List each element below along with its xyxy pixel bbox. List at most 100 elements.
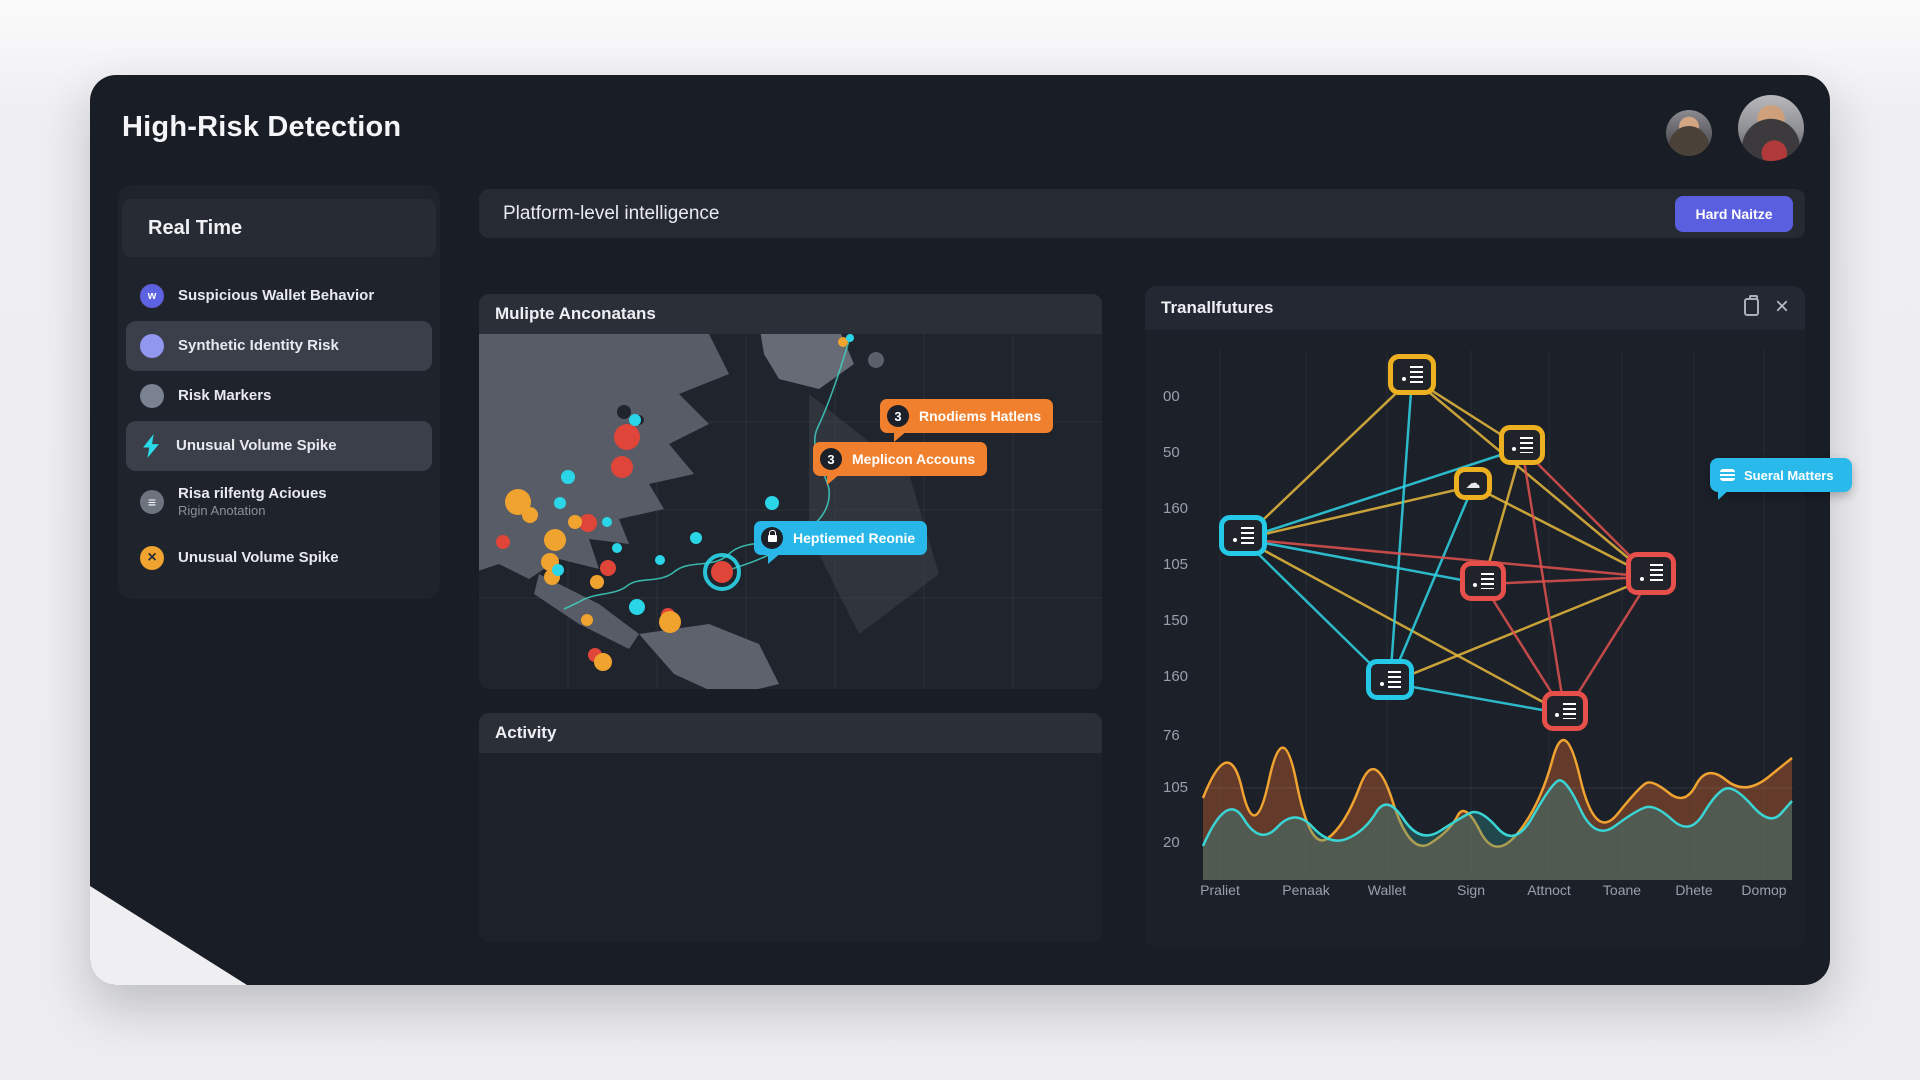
network-node-n6[interactable] [1626, 552, 1676, 595]
map-marker [581, 614, 593, 626]
topbar-title: Platform-level intelligence [503, 202, 720, 224]
network-edge [1472, 484, 1652, 579]
x-axis-label: Sign [1456, 882, 1486, 898]
map-marker [600, 560, 616, 576]
sidebar-item-2[interactable]: Risk Markers [126, 371, 432, 421]
node-lines [1562, 702, 1576, 719]
node-dot [1473, 582, 1478, 587]
y-axis-label: 50 [1163, 444, 1180, 461]
burst-icon: × [140, 546, 164, 570]
x-axis-label: Dhete [1675, 882, 1713, 898]
network-edge [1242, 537, 1566, 716]
map-marker [602, 517, 612, 527]
map-marker [568, 515, 582, 529]
area-fill [1203, 740, 1792, 880]
sidebar-items: w Suspicious Wallet Behavior Synthetic Ide… [126, 271, 432, 583]
network-callout-label: Sueral Matters [1744, 467, 1834, 483]
marker-icon [140, 384, 164, 408]
map-marker [554, 497, 566, 509]
network-edge [1242, 537, 1652, 579]
map-callout-label: Heptiemed Reonie [793, 530, 916, 546]
map-marker [629, 414, 641, 426]
server-icon [1401, 366, 1424, 384]
network-node-n8[interactable] [1542, 691, 1588, 731]
sidebar-item-label: Risa rilfentg Acioues Rigin Anotation [178, 484, 327, 519]
y-axis-label: 00 [1163, 388, 1180, 405]
map-callout-0[interactable]: 3 Rnodiems Hatlens [880, 399, 1054, 442]
server-icon [1472, 572, 1494, 589]
activity-panel-title: Activity [479, 713, 1102, 753]
map-markers [496, 334, 854, 671]
cloud-icon: ☁ [1465, 474, 1481, 492]
count-badge: 3 [820, 448, 842, 470]
map-callout-label: Meplicon Accouns [852, 451, 976, 467]
node-lines [1519, 436, 1533, 453]
server-icon [1511, 436, 1533, 453]
network-chart-svg [1201, 350, 1793, 880]
server-icon [1379, 671, 1402, 689]
network-node-n2[interactable] [1499, 425, 1545, 465]
area-line [1201, 738, 1793, 848]
avatar[interactable] [1666, 110, 1712, 156]
x-axis-label: Wallet [1367, 882, 1407, 898]
map-callouts: 3 Rnodiems Hatlens 3 Meplicon Accouns Heptie… [479, 334, 1102, 689]
sidebar-item-4[interactable]: ≡ Risa rilfentg Acioues Rigin Anotation [126, 471, 432, 533]
network-callout[interactable]: Sueral Matters [1710, 458, 1852, 500]
x-axis-label: Penaak [1282, 882, 1330, 898]
sidebar-item-label: Risk Markers [178, 386, 272, 404]
map-marker [496, 535, 510, 549]
map-panel-title: Mulipte Anconatans [479, 294, 1102, 334]
card-icon [1720, 469, 1735, 481]
sidebar-item-3[interactable]: Unusual Volume Spike [126, 421, 432, 471]
map-marker [544, 529, 566, 551]
primary-action-button[interactable]: Hard Naitze [1675, 196, 1793, 232]
menu-icon: ≡ [140, 490, 164, 514]
sidebar-item-5[interactable]: × Unusual Volume Spike [126, 533, 432, 583]
callout-tail [827, 473, 841, 485]
node-dot [1379, 682, 1384, 687]
avatar[interactable] [1738, 95, 1804, 161]
map-marker [655, 555, 665, 565]
sidebar: Real Time w Suspicious Wallet Behavior Syn… [118, 185, 440, 599]
map-marker [612, 543, 622, 553]
close-icon[interactable]: × [1774, 293, 1789, 320]
x-axis-label: Toane [1602, 882, 1642, 898]
network-node-n1[interactable] [1388, 354, 1436, 396]
network-edge [1482, 575, 1652, 586]
x-axis-label: Domop [1741, 882, 1787, 898]
network-edge [1389, 575, 1652, 685]
network-node-n5[interactable] [1460, 561, 1506, 601]
y-axis-label: 105 [1163, 779, 1189, 796]
area-fill [1203, 780, 1792, 880]
topbar: Platform-level intelligence Hard Naitze [479, 189, 1805, 238]
network-edge [1242, 377, 1413, 540]
map-marker [522, 507, 538, 523]
node-lines [1480, 572, 1494, 589]
map-marker [614, 424, 640, 450]
x-axis-label: Attnoct [1527, 882, 1571, 898]
node-dot [1640, 576, 1644, 581]
callout-tail [894, 430, 908, 442]
x-axis-label: Praliet [1200, 882, 1240, 898]
sidebar-item-label: Suspicious Wallet Behavior [178, 286, 375, 304]
network-node-n4[interactable] [1219, 515, 1267, 557]
node-dot [1401, 377, 1406, 382]
copy-icon[interactable] [1743, 295, 1759, 316]
sidebar-item-0[interactable]: w Suspicious Wallet Behavior [126, 271, 432, 321]
network-edge [1389, 681, 1566, 716]
network-node-n7[interactable] [1366, 659, 1414, 701]
y-axis-label: 20 [1163, 834, 1180, 851]
node-dot [1512, 446, 1517, 451]
network-axis-labels: 00 50 160 105 150 160 76 105 20 Praliet Penaak Wall… [1145, 286, 1805, 948]
network-node-n3[interactable]: ☁ [1454, 467, 1492, 500]
map-callout-label: Rnodiems Hatlens [919, 408, 1042, 424]
map-callout-2[interactable]: Heptiemed Reonie [754, 521, 928, 564]
server-icon [1232, 527, 1255, 545]
wallet-icon: w [140, 284, 164, 308]
sidebar-item-1[interactable]: Synthetic Identity Risk [126, 321, 432, 371]
y-axis-label: 105 [1163, 556, 1189, 573]
map-callout-1[interactable]: 3 Meplicon Accouns [813, 442, 988, 485]
count-badge: 3 [887, 405, 909, 427]
page-title: High-Risk Detection [122, 111, 402, 143]
map-marker [590, 575, 604, 589]
